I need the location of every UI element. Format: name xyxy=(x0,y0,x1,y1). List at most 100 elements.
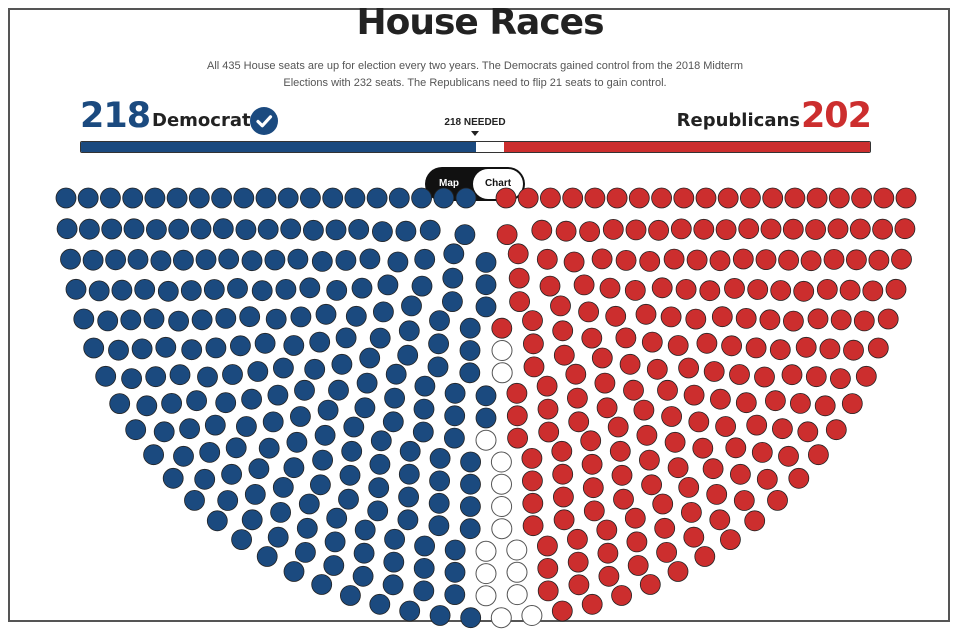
seat-republican xyxy=(740,187,761,209)
seat-democrat xyxy=(83,337,105,359)
seat-republican xyxy=(885,278,907,300)
seat-democrat xyxy=(168,310,190,332)
seat-democrat xyxy=(475,296,497,318)
seat-republican xyxy=(641,331,663,353)
seat-democrat xyxy=(258,437,280,459)
seat-democrat xyxy=(218,248,240,270)
seat-democrat xyxy=(398,320,420,342)
seat-republican xyxy=(790,392,811,414)
seat-democrat xyxy=(317,399,339,421)
seat-republican xyxy=(891,248,912,270)
seat-republican xyxy=(681,502,702,523)
seat-republican xyxy=(759,309,781,331)
seat-democrat xyxy=(143,444,165,466)
seat-democrat xyxy=(184,489,205,511)
seat-republican xyxy=(729,364,750,385)
seat-democrat xyxy=(180,280,202,301)
seat-democrat xyxy=(401,295,422,317)
seat-democrat xyxy=(356,372,378,394)
seat-democrat xyxy=(444,584,466,605)
seat-democrat xyxy=(475,385,497,407)
seat-republican xyxy=(746,414,768,436)
seat-democrat xyxy=(298,493,320,515)
seat-democrat xyxy=(199,441,221,463)
seat-democrat xyxy=(205,337,227,359)
seat-democrat xyxy=(443,243,465,265)
seat-republican xyxy=(747,279,769,300)
seat-republican xyxy=(825,419,847,441)
seat-democrat xyxy=(388,187,410,209)
seat-democrat xyxy=(397,509,419,531)
seat-republican xyxy=(567,387,588,409)
seat-republican xyxy=(661,406,682,427)
seat-republican xyxy=(692,437,714,459)
seat-democrat xyxy=(233,187,255,209)
seat-democrat xyxy=(419,219,441,241)
seat-republican xyxy=(648,219,669,241)
seat-republican xyxy=(615,249,637,271)
seat-republican xyxy=(507,243,529,265)
seat-democrat xyxy=(384,387,406,409)
seat-democrat xyxy=(181,339,203,361)
seat-republican xyxy=(765,390,786,412)
seat-republican xyxy=(709,509,731,531)
seat-republican xyxy=(709,250,731,272)
seat-democrat xyxy=(369,453,391,475)
seat-democrat xyxy=(354,397,376,419)
seat-democrat xyxy=(131,338,153,360)
seat-republican xyxy=(552,463,574,485)
seat-republican xyxy=(805,366,827,388)
seat-democrat xyxy=(294,379,315,401)
seat-democrat xyxy=(161,392,183,414)
seat-republican xyxy=(581,453,603,475)
seat-undecided xyxy=(506,561,528,583)
seat-democrat xyxy=(169,364,191,386)
seat-republican xyxy=(683,526,705,548)
seat-republican xyxy=(583,500,605,522)
seat-democrat xyxy=(304,358,326,380)
seat-democrat xyxy=(414,248,436,270)
seat-republican xyxy=(751,441,773,463)
seat-republican xyxy=(732,248,754,270)
seat-republican xyxy=(656,542,677,563)
seat-republican xyxy=(537,398,559,420)
seat-republican xyxy=(641,474,662,496)
seat-republican xyxy=(756,468,778,490)
seat-democrat xyxy=(73,308,95,330)
seat-republican xyxy=(539,275,561,297)
seat-republican xyxy=(784,187,806,209)
seat-democrat xyxy=(287,248,309,270)
seat-republican xyxy=(678,476,700,498)
seat-democrat xyxy=(186,390,208,412)
seat-democrat xyxy=(382,574,404,596)
seat-republican xyxy=(522,492,544,514)
seat-democrat xyxy=(270,502,292,523)
seat-democrat xyxy=(145,219,167,240)
seat-republican xyxy=(611,585,632,606)
seat-undecided xyxy=(521,605,543,626)
seat-democrat xyxy=(244,483,266,505)
seat-republican xyxy=(703,361,725,382)
toggle-map-option[interactable]: Map xyxy=(439,178,459,189)
seat-democrat xyxy=(150,250,172,272)
seat-democrat xyxy=(433,187,455,209)
seat-democrat xyxy=(335,327,357,349)
seat-democrat xyxy=(368,477,390,499)
seat-undecided xyxy=(506,539,528,561)
seat-democrat xyxy=(454,224,476,246)
seat-republican xyxy=(567,551,589,573)
seat-undecided xyxy=(475,429,497,451)
seat-democrat xyxy=(294,542,316,563)
seat-democrat xyxy=(399,600,421,622)
seat-democrat xyxy=(429,310,450,332)
seat-democrat xyxy=(459,317,481,339)
seat-republican xyxy=(788,467,810,489)
seat-republican xyxy=(851,187,872,209)
seat-republican xyxy=(814,395,836,417)
seat-republican xyxy=(770,280,792,301)
seat-democrat xyxy=(97,310,119,332)
seat-democrat xyxy=(222,364,243,385)
seat-democrat xyxy=(82,249,104,271)
seat-democrat xyxy=(339,585,361,606)
seat-republican xyxy=(553,486,574,508)
